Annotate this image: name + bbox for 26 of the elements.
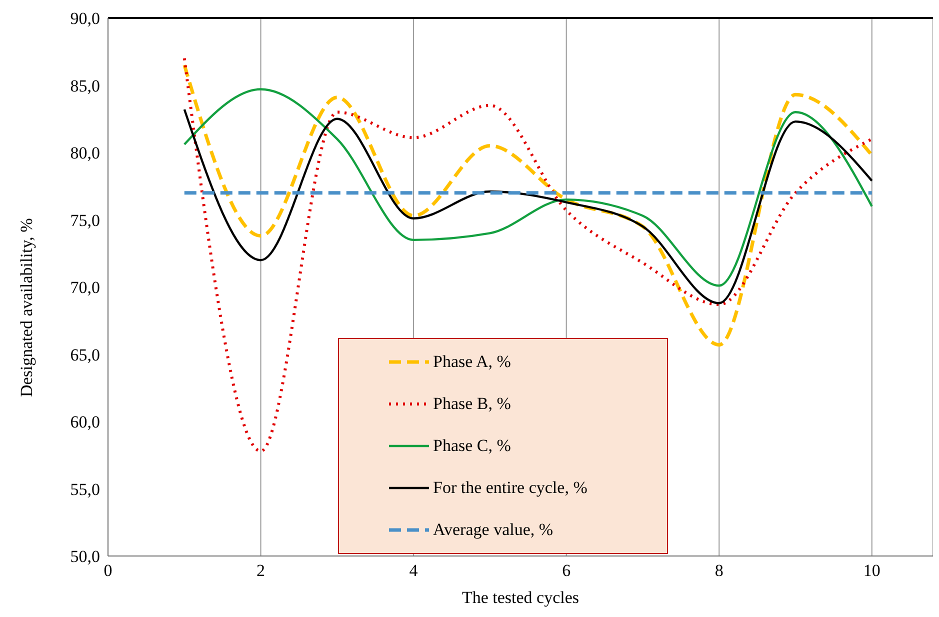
y-tick-label: 65,0 [70, 345, 100, 364]
y-tick-label: 90,0 [70, 9, 100, 28]
legend-label: Phase A, % [433, 352, 511, 372]
x-axis-title: The tested cycles [462, 588, 580, 607]
y-tick-label: 50,0 [70, 547, 100, 566]
legend-label: Phase C, % [433, 436, 511, 456]
legend-label: For the entire cycle, % [433, 478, 588, 498]
line-series [182, 56, 874, 453]
y-tick-label: 75,0 [70, 210, 100, 230]
x-tick-label: 6 [562, 561, 571, 580]
x-tick-label: 8 [714, 561, 724, 580]
y-tick-label: 60,0 [70, 412, 100, 432]
y-tick-label: 70,0 [70, 278, 100, 298]
x-tick-label: 2 [256, 561, 266, 580]
line-series [183, 108, 873, 304]
line-series [183, 88, 873, 287]
legend-label: Phase B, % [433, 394, 511, 414]
x-tick-label: 0 [104, 561, 112, 580]
x-tick-label: 4 [409, 561, 418, 580]
legend-label: Average value, % [433, 520, 554, 540]
y-tick-label: 85,0 [70, 76, 100, 96]
y-axis-title: Designated availability, % [17, 218, 36, 397]
y-tick-label: 55,0 [70, 480, 100, 499]
line-series [182, 63, 874, 347]
x-tick-label: 10 [863, 561, 880, 580]
y-tick-label: 80,0 [70, 144, 100, 163]
